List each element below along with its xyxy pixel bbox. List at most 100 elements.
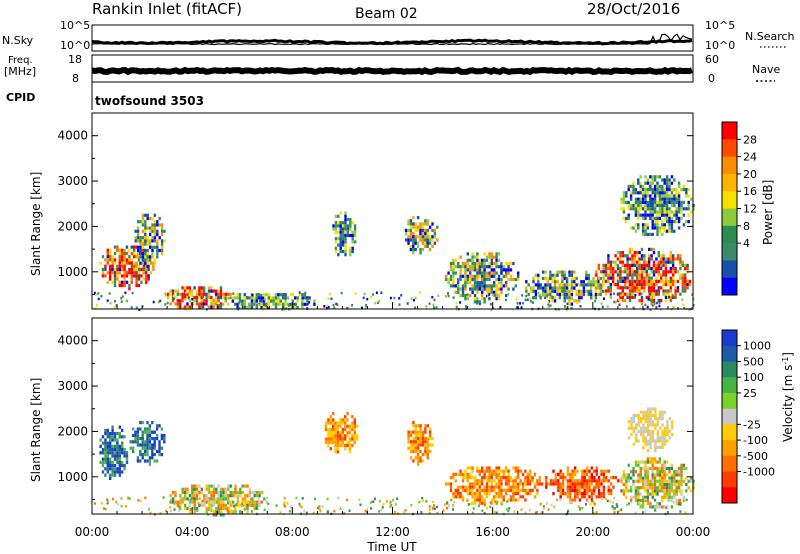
colorbar-swatch: [722, 361, 737, 378]
power-patch: [99, 245, 155, 291]
power-patch: [595, 247, 692, 306]
nave-tick-top: 60: [705, 53, 719, 66]
nave-label: Nave: [752, 63, 780, 76]
power-yaxis: 4000 3000 2000 1000: [57, 129, 693, 295]
ytick-label: 4000: [57, 334, 88, 348]
colorbar-swatch: [722, 455, 737, 472]
power-patch: [134, 213, 166, 269]
colorbar-tick-label: -1000: [743, 466, 775, 479]
freq-strip: Freq. [MHz] 18 8 60 0 Nave: [4, 53, 780, 85]
velocity-label-end: ]: [781, 352, 795, 357]
freq-tick-bottom: 8: [72, 72, 79, 85]
velocity-patch: [129, 421, 166, 466]
colorbar-tick-label: 8: [743, 220, 750, 233]
freq-label-line2: [MHz]: [4, 65, 36, 78]
power-data: [93, 175, 695, 311]
colorbar-swatch: [722, 139, 737, 157]
colorbar-swatch: [722, 173, 737, 192]
colorbar-swatch: [722, 330, 737, 347]
xtick-label: 12:00: [375, 525, 410, 539]
xtick-label: 20:00: [576, 525, 611, 539]
velocity-yaxis: 4000 3000 2000 1000: [57, 334, 693, 500]
colorbar-tick-label: 25: [743, 387, 757, 400]
colorbar-tick-label: 500: [743, 355, 764, 368]
velocity-label-sup: -1: [781, 357, 790, 365]
station-title: Rankin Inlet (fitACF): [92, 0, 242, 18]
ytick-label: 4000: [57, 129, 88, 143]
colorbar-swatch: [722, 243, 737, 261]
ytick-label: 2000: [57, 219, 88, 233]
colorbar-swatch: [722, 440, 737, 457]
colorbar-tick-label: -25: [743, 418, 761, 431]
colorbar-swatch: [722, 208, 737, 227]
power-colorbar: 28 24 20 16 12 8 4 Power [dB]: [721, 121, 775, 296]
colorbar-tick-label: -500: [743, 450, 768, 463]
cpid-label: CPID: [6, 91, 35, 104]
ytick-label: 3000: [57, 379, 88, 393]
ytick-label: 1000: [57, 265, 88, 279]
power-ylabel: Slant Range [km]: [29, 172, 43, 276]
power-panel-bg: [92, 113, 693, 309]
velocity-patch: [545, 466, 620, 502]
xtick-label: 00:00: [676, 525, 711, 539]
colorbar-tick-label: 100: [743, 371, 764, 384]
colorbar-tick-label: 28: [743, 133, 757, 146]
ytick-label: 1000: [57, 470, 88, 484]
velocity-panel-bg: [92, 318, 693, 514]
nsearch-tick-top: 10^5: [705, 19, 735, 32]
beam-title: Beam 02: [355, 6, 418, 22]
colorbar-swatch: [722, 424, 737, 441]
ytick-label: 3000: [57, 174, 88, 188]
power-colorbar-label: Power [dB]: [761, 180, 775, 245]
velocity-colorbar: 1000 500 100 25 -25 -100 -500 -1000 Velocity [m…: [721, 329, 795, 504]
power-panel: 4000 3000 2000 1000 Slant Range [km]: [29, 112, 695, 311]
velocity-panel: 4000 3000 2000 1000 Slant Range [km]: [29, 317, 695, 517]
time-axis-label: Time UT: [366, 540, 417, 554]
velocity-label-text: Velocity [m s: [781, 365, 795, 442]
colorbar-swatch: [722, 408, 737, 425]
colorbar-swatch: [722, 191, 737, 209]
freq-tick-top: 18: [68, 53, 82, 66]
nsky-strip: N.Sky 10^5 10^0 10^5 10^0 N.Search: [2, 19, 795, 52]
colorbar-swatch: [722, 156, 737, 175]
cpid-value: twofsound 3503: [95, 94, 204, 108]
xtick-label: 04:00: [175, 525, 210, 539]
nsky-trace: [91, 38, 693, 46]
velocity-patch: [99, 425, 129, 480]
xtick-label: 08:00: [275, 525, 310, 539]
nsearch-label: N.Search: [745, 30, 795, 43]
velocity-patch: [407, 421, 434, 466]
colorbar-swatch: [722, 377, 737, 394]
nsky-label: N.Sky: [2, 34, 34, 47]
velocity-colorbar-frame: [721, 329, 738, 504]
colorbar-swatch: [722, 277, 737, 296]
colorbar-tick-label: 1000: [743, 340, 771, 353]
velocity-patch: [445, 466, 544, 505]
colorbar-swatch: [722, 260, 737, 279]
power-patch: [525, 270, 605, 306]
colorbar-tick-label: 20: [743, 168, 757, 181]
nave-tick-bottom: 0: [708, 72, 715, 85]
date-title: 28/Oct/2016: [587, 0, 680, 18]
xtick-label: 00:00: [75, 525, 110, 539]
nsky-tick-top: 10^5: [60, 19, 90, 32]
velocity-ylabel: Slant Range [km]: [29, 378, 43, 482]
colorbar-tick-label: 16: [743, 185, 757, 198]
power-patch: [445, 252, 520, 304]
colorbar-swatch: [722, 392, 737, 410]
nsky-tick-bottom: 10^0: [60, 39, 90, 52]
power-patch: [404, 216, 439, 255]
colorbar-tick-label: 12: [743, 203, 757, 216]
power-scatter: [93, 291, 695, 311]
time-axis: 00:00 04:00 08:00 12:00 16:00 20:00 00:00: [75, 302, 711, 539]
ytick-label: 2000: [57, 424, 88, 438]
colorbar-tick-label: 4: [743, 237, 750, 250]
colorbar-tick-label: -100: [743, 434, 768, 447]
colorbar-swatch: [722, 122, 737, 140]
xtick-label: 16:00: [475, 525, 510, 539]
freq-label-line1: Freq.: [8, 55, 33, 66]
colorbar-swatch: [722, 225, 737, 244]
power-patch: [332, 211, 357, 257]
colorbar-swatch: [722, 471, 737, 488]
